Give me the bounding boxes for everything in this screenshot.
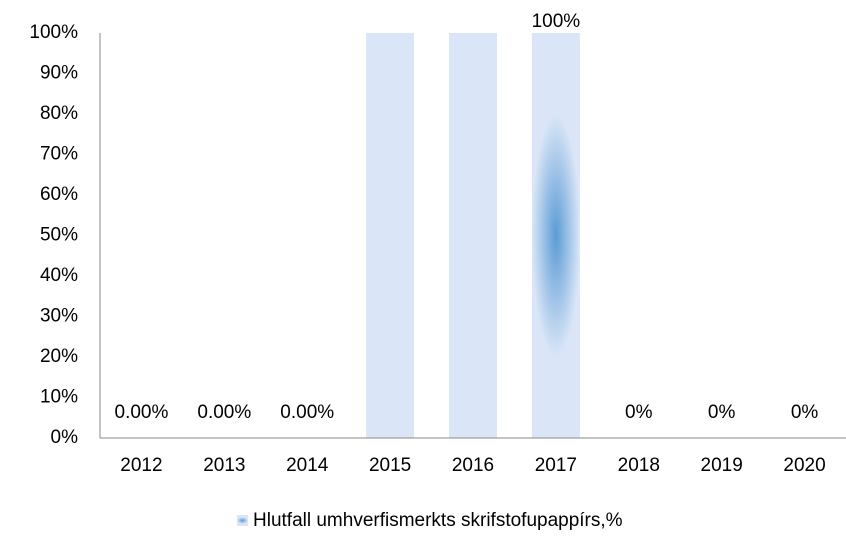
value-label: 0.00% — [197, 402, 251, 423]
y-tick-label: 0% — [51, 427, 79, 448]
y-tick-label: 20% — [40, 346, 78, 367]
value-label: 0% — [708, 402, 736, 423]
x-tick-label: 2020 — [783, 455, 825, 476]
y-tick-label: 50% — [40, 225, 78, 246]
y-tick-label: 80% — [40, 103, 78, 124]
bar — [531, 33, 580, 438]
value-label: 0.00% — [115, 402, 169, 423]
x-tick-label: 2013 — [203, 455, 245, 476]
y-tick-label: 30% — [40, 306, 78, 327]
y-tick-label: 10% — [40, 387, 78, 408]
y-tick-label: 60% — [40, 184, 78, 205]
value-label: 0% — [625, 402, 653, 423]
value-label: 0.00% — [280, 402, 334, 423]
bar — [366, 33, 415, 438]
y-tick-label: 90% — [40, 63, 78, 84]
y-tick-label: 100% — [29, 22, 78, 43]
x-tick-label: 2012 — [120, 455, 162, 476]
legend-label: Hlutfall umhverfismerkts skrifstofupappí… — [253, 510, 623, 531]
bar — [449, 33, 497, 438]
legend-swatch — [237, 515, 248, 526]
x-tick-label: 2019 — [701, 455, 743, 476]
x-tick-label: 2016 — [452, 455, 494, 476]
y-tick-label: 40% — [40, 265, 78, 286]
value-label: 0% — [791, 402, 819, 423]
y-tick-label: 70% — [40, 144, 78, 165]
x-tick-label: 2015 — [369, 455, 411, 476]
x-tick-label: 2017 — [535, 455, 577, 476]
x-tick-label: 2014 — [286, 455, 329, 476]
x-tick-label: 2018 — [618, 455, 660, 476]
value-label: 100% — [532, 11, 581, 32]
